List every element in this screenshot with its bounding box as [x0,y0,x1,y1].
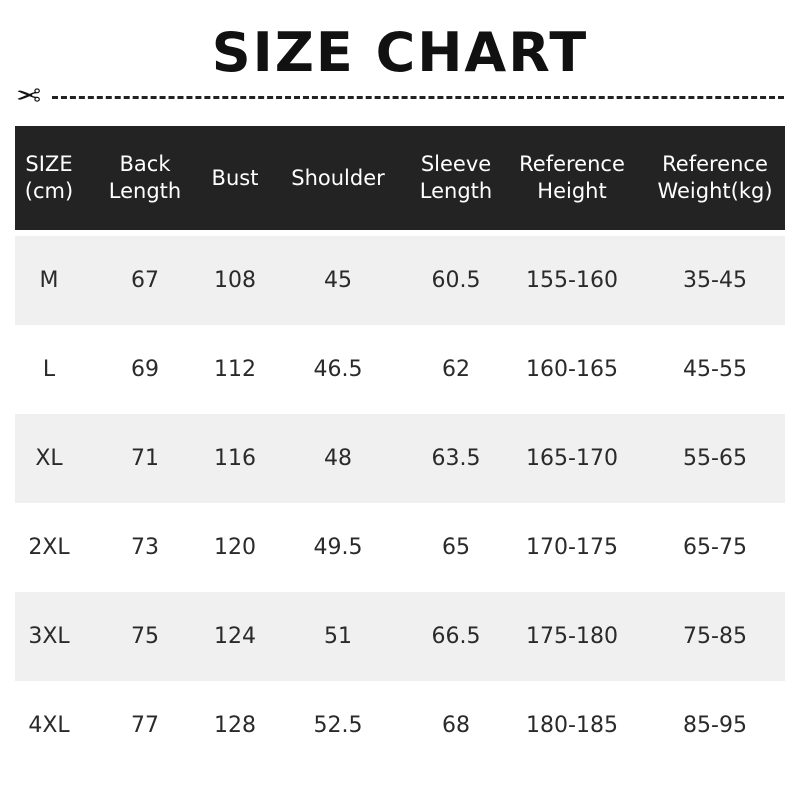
table-cell: 175-180 [499,592,645,681]
table-cell: 120 [214,535,256,560]
table-cell: 170-175 [526,535,618,560]
table-cell: XL [15,414,83,503]
table-cell: 65 [442,535,470,560]
column-header: Sleeve Length [413,126,499,230]
table-cell: 77 [131,713,159,738]
table-cell: 73 [131,535,159,560]
column-header: Bust [207,126,263,230]
table-row: 2XL 73 120 49.5 65 170-175 65-75 [15,503,785,592]
table-cell: 52.5 [313,713,363,738]
table-cell: 55-65 [645,414,785,503]
table-cell: 45 [263,236,413,325]
column-header: Back Length [83,126,207,230]
table-cell: L [42,357,56,382]
scissors-icon: ✂ [16,79,42,114]
table-cell: 2XL [28,535,70,560]
table-cell: 108 [207,236,263,325]
page-title: SIZE CHART [211,21,589,84]
table-cell: 46.5 [313,357,363,382]
table-cell: 128 [214,713,256,738]
table-cell: 155-160 [499,236,645,325]
table-cell: 85-95 [683,713,747,738]
table-row: XL 71 116 48 63.5 165-170 55-65 [15,414,785,503]
table-cell: 4XL [28,713,70,738]
table-row: L 69 112 46.5 62 160-165 45-55 [15,325,785,414]
table-cell: 65-75 [683,535,747,560]
column-header: Reference Weight(kg) [645,126,785,230]
table-cell: 116 [207,414,263,503]
table-cell: 51 [263,592,413,681]
table-cell: 69 [131,357,159,382]
table-row: 3XL 75 124 51 66.5 175-180 75-85 [15,592,785,681]
table-row: 4XL 77 128 52.5 68 180-185 85-95 [15,681,785,770]
table-cell: 35-45 [645,236,785,325]
column-header: Reference Height [499,126,645,230]
table-cell: 75 [83,592,207,681]
table-cell: 3XL [15,592,83,681]
table-cell: 124 [207,592,263,681]
column-header: Shoulder [263,126,413,230]
column-header: SIZE (cm) [15,126,83,230]
size-table: SIZE (cm) Back Length Bust Shoulder Sleeve L… [15,126,785,770]
table-cell: 63.5 [413,414,499,503]
table-cell: 180-185 [526,713,618,738]
table-cell: 68 [442,713,470,738]
table-cell: 66.5 [413,592,499,681]
table-cell: 45-55 [683,357,747,382]
table-row: M 67 108 45 60.5 155-160 35-45 [15,236,785,325]
table-cell: 160-165 [526,357,618,382]
table-cell: 60.5 [413,236,499,325]
table-cell: M [15,236,83,325]
table-cell: 48 [263,414,413,503]
table-cell: 165-170 [499,414,645,503]
table-cell: 67 [83,236,207,325]
dashed-line [52,96,784,99]
table-cell: 75-85 [645,592,785,681]
table-cell: 71 [83,414,207,503]
table-cell: 49.5 [313,535,363,560]
table-cell: 112 [214,357,256,382]
table-cell: 62 [442,357,470,382]
header-row: SIZE (cm) Back Length Bust Shoulder Sleeve L… [15,126,785,230]
cut-line: ✂ [16,79,786,114]
